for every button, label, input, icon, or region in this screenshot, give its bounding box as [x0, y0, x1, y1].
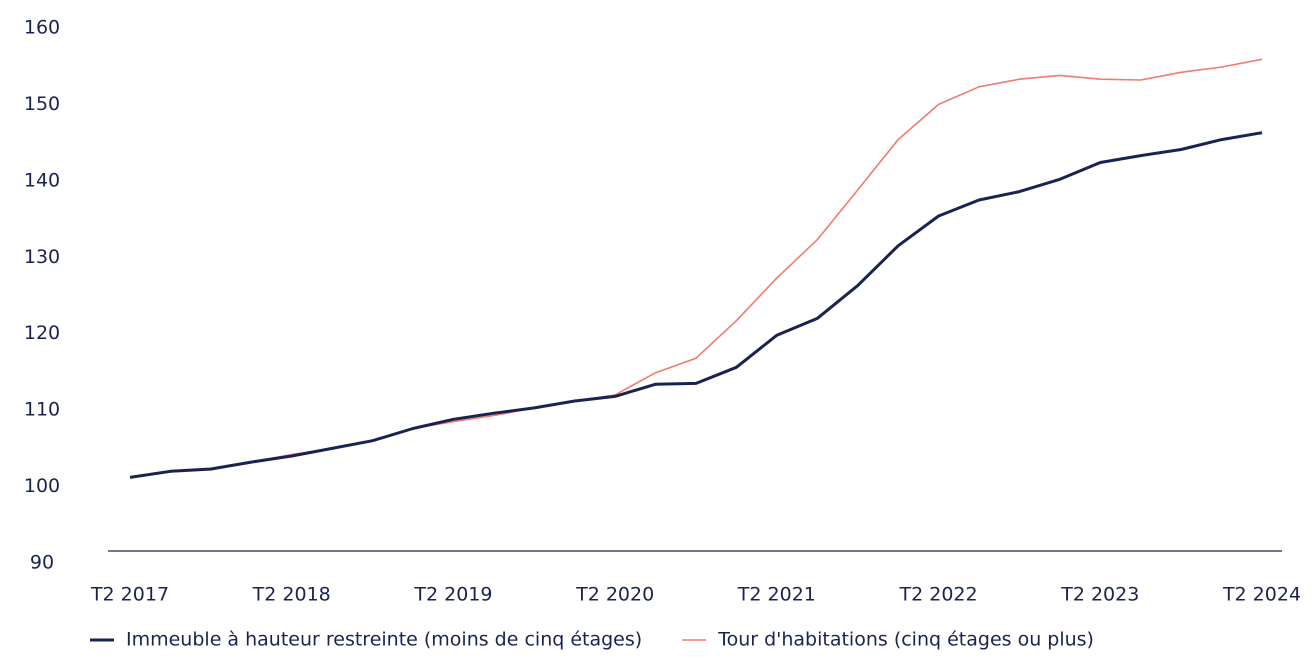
- y-tick-label: 100: [24, 475, 60, 497]
- legend-label: Immeuble à hauteur restreinte (moins de …: [126, 629, 642, 651]
- x-tick-label: T2 2021: [737, 584, 816, 606]
- x-tick-label: T2 2017: [90, 584, 169, 606]
- x-tick-label: T2 2022: [899, 584, 978, 606]
- y-tick-label: 90: [30, 552, 54, 574]
- y-tick-label: 140: [24, 169, 60, 191]
- x-tick-label: T2 2018: [252, 584, 331, 606]
- x-tick-label: T2 2019: [413, 584, 492, 606]
- y-tick-label: 160: [24, 17, 60, 39]
- y-tick-label: 130: [24, 246, 60, 268]
- x-tick-label: T2 2024: [1222, 584, 1301, 606]
- x-tick-label: T2 2020: [575, 584, 654, 606]
- series-line: [129, 131, 1263, 479]
- y-tick-label: 110: [24, 399, 60, 421]
- legend-label: Tour d'habitations (cinq étages ou plus): [717, 629, 1094, 651]
- series-line: [129, 58, 1263, 479]
- y-tick-label: 120: [24, 322, 60, 344]
- x-tick-label: T2 2023: [1060, 584, 1139, 606]
- y-tick-label: 150: [24, 93, 60, 115]
